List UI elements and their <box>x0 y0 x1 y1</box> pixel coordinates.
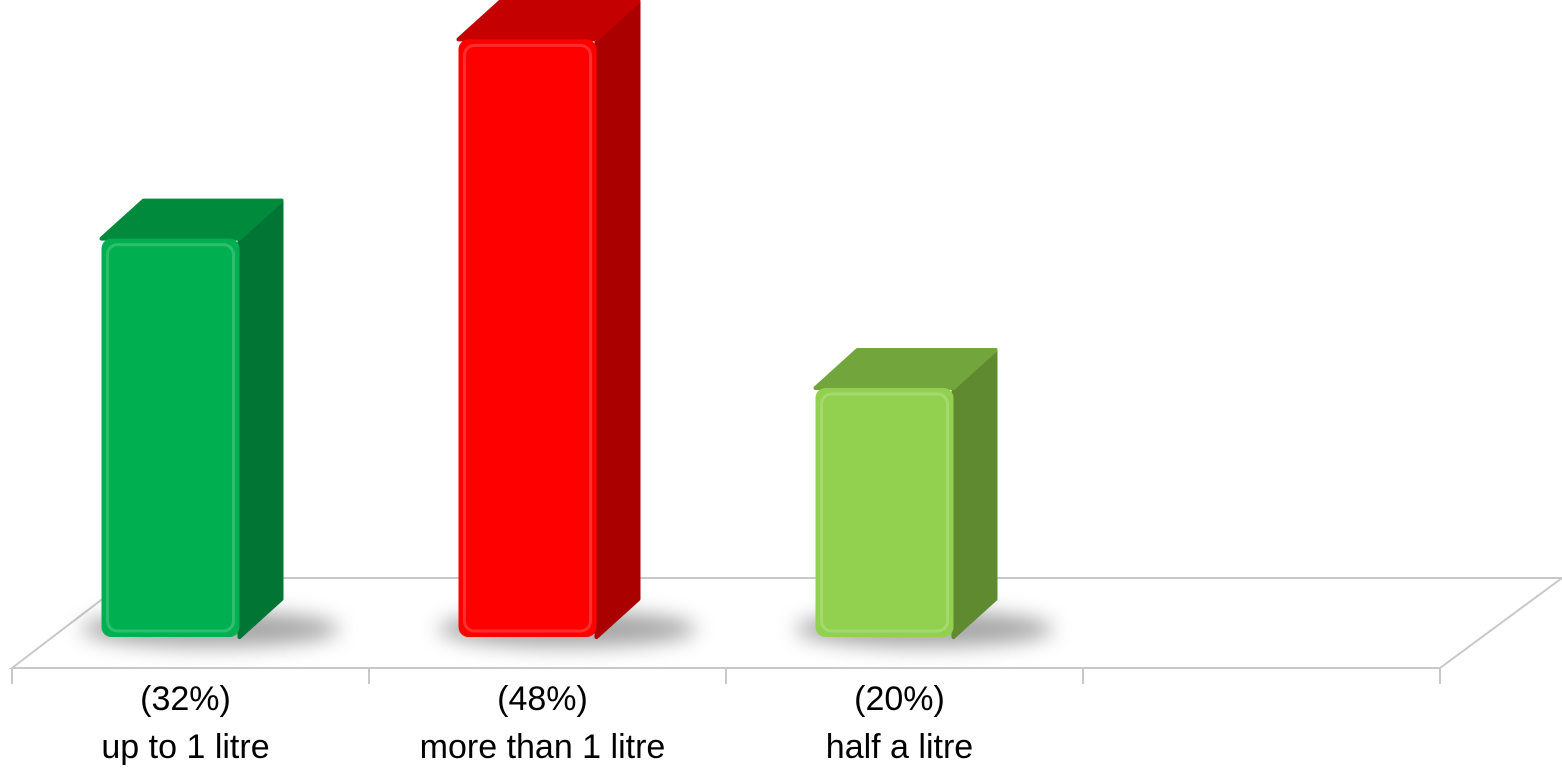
bars-group <box>81 0 1054 647</box>
bar-front-face <box>101 238 240 637</box>
bar-side-face <box>594 0 641 639</box>
bar-highlight <box>463 43 592 633</box>
category-label-value: (48%) <box>497 680 588 718</box>
bar-2 <box>438 0 697 647</box>
category-labels-group: (32%) up to 1 litre (48%) more than 1 litre… <box>101 680 973 766</box>
bar-1 <box>81 198 340 647</box>
bar-highlight <box>106 243 235 633</box>
bar-side-face <box>951 348 998 639</box>
bar-front-face <box>458 39 597 637</box>
category-label-value: (32%) <box>140 680 231 718</box>
bar-front-face <box>815 388 954 637</box>
category-label-value: (20%) <box>854 680 945 718</box>
bar-side-face <box>237 198 284 639</box>
category-label-name: more than 1 litre <box>420 728 666 766</box>
category-label-name: up to 1 litre <box>101 728 269 766</box>
category-label-name: half a litre <box>826 728 973 766</box>
bar-3 <box>795 348 1054 647</box>
bar-highlight <box>820 392 949 633</box>
x-axis-ticks <box>11 668 1441 684</box>
